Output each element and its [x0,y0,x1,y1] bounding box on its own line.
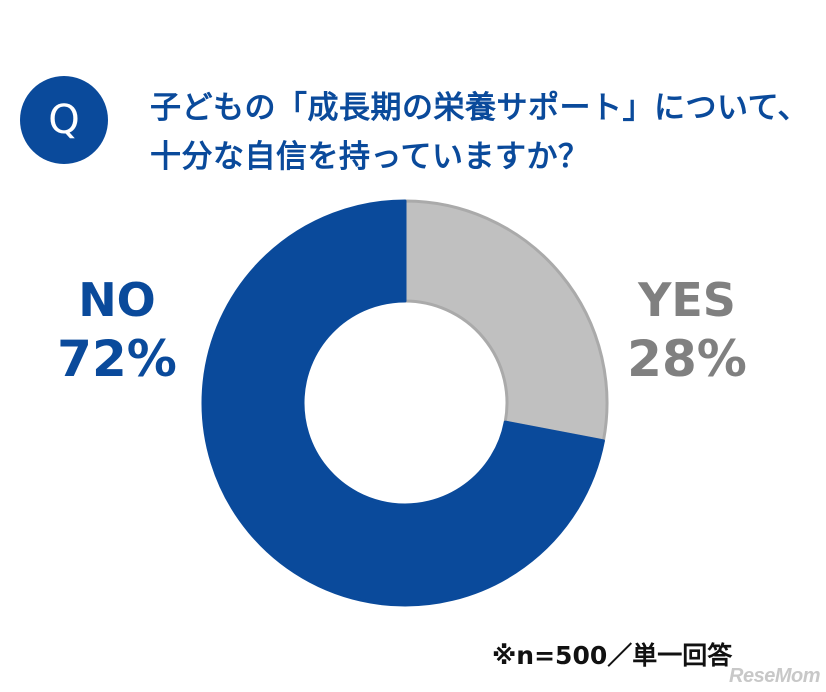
resemom-watermark-logo: ReseMom [729,665,820,687]
slice-label-yes: YES 28% [612,272,762,390]
question-title: 子どもの「成長期の栄養サポート」について、 十分な自信を持っていますか？ [150,84,820,182]
slice-label-yes-percent: 28% [627,330,747,388]
slice-label-no-percent: 72% [57,330,177,388]
question-title-line-1: 子どもの「成長期の栄養サポート」について、 [150,90,810,126]
question-badge-letter: Q [48,97,80,143]
question-title-line-2: 十分な自信を持っていますか？ [150,139,590,175]
donut-slice-no [201,199,605,607]
donut-slice-yes [403,199,609,443]
donut-slices [201,199,609,607]
slice-label-no: NO 72% [42,272,192,390]
question-badge: Q [20,76,108,164]
sample-note: ※n=500／単一回答 [492,641,733,670]
slice-label-yes-name: YES [638,273,736,327]
slice-label-no-name: NO [78,273,156,327]
